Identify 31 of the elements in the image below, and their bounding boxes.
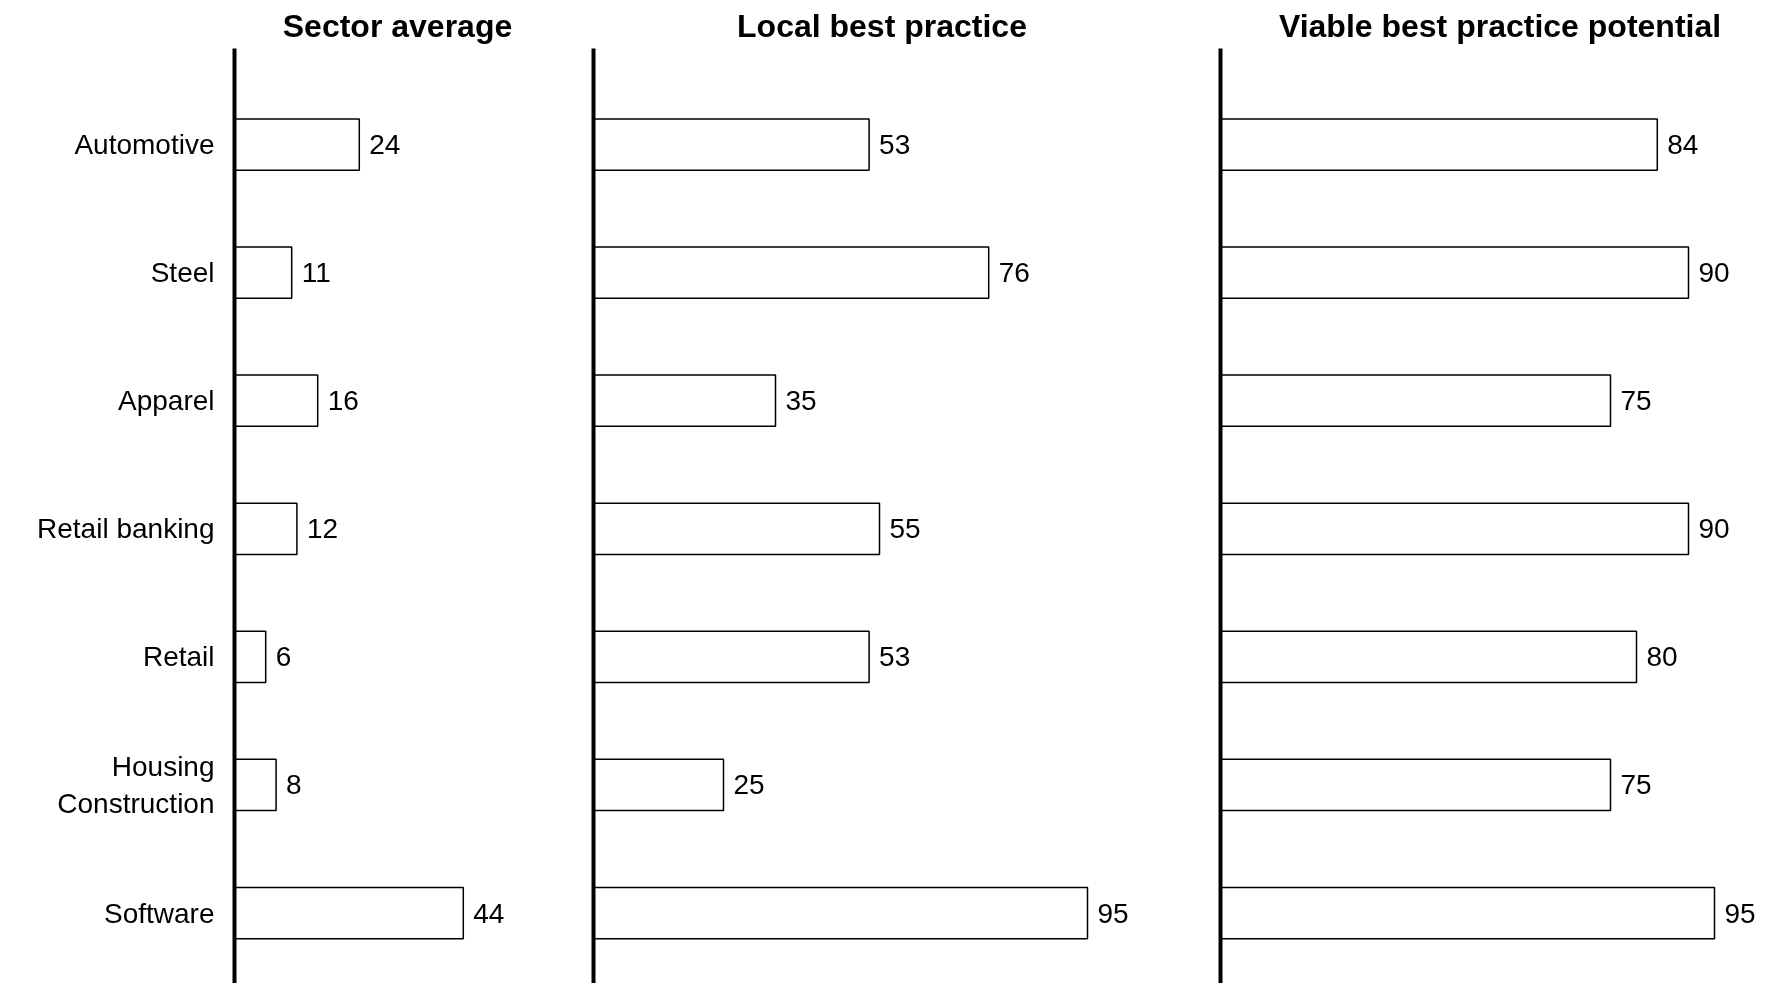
y-tick-label: Retail banking bbox=[37, 513, 215, 545]
data-label: 75 bbox=[1620, 769, 1652, 801]
data-label: 84 bbox=[1667, 129, 1699, 161]
data-label: 25 bbox=[733, 769, 765, 801]
data-label: 35 bbox=[785, 385, 817, 417]
data-label: 11 bbox=[301, 257, 331, 289]
data-label: 95 bbox=[1097, 897, 1129, 929]
y-tick-label: Apparel bbox=[117, 385, 215, 417]
chart-title: Viable best practice potential bbox=[1278, 7, 1722, 44]
data-label: 75 bbox=[1620, 385, 1652, 417]
data-label: 24 bbox=[369, 129, 401, 161]
data-label: 53 bbox=[879, 129, 911, 161]
data-label: 95 bbox=[1724, 897, 1756, 929]
chart-title: Sector average bbox=[282, 7, 513, 44]
data-label: 80 bbox=[1646, 641, 1678, 673]
data-label: 16 bbox=[327, 385, 359, 417]
data-label: 12 bbox=[306, 513, 339, 545]
y-tick-label: Software bbox=[104, 897, 215, 929]
data-label: 53 bbox=[879, 641, 911, 673]
data-label: 76 bbox=[998, 257, 1030, 289]
y-tick-label: Automotive bbox=[74, 129, 215, 161]
y-tick-label: Retail bbox=[142, 641, 215, 673]
y-tick-label: Housing Construction bbox=[57, 750, 215, 820]
data-label: 6 bbox=[275, 641, 292, 673]
data-label: 90 bbox=[1698, 513, 1730, 545]
chart-title: Local best practice bbox=[737, 7, 1027, 44]
data-label: 44 bbox=[473, 897, 505, 929]
data-label: 8 bbox=[286, 769, 302, 801]
data-label: 55 bbox=[889, 513, 921, 545]
data-label: 90 bbox=[1698, 257, 1730, 289]
y-tick-label: Steel bbox=[150, 257, 215, 289]
